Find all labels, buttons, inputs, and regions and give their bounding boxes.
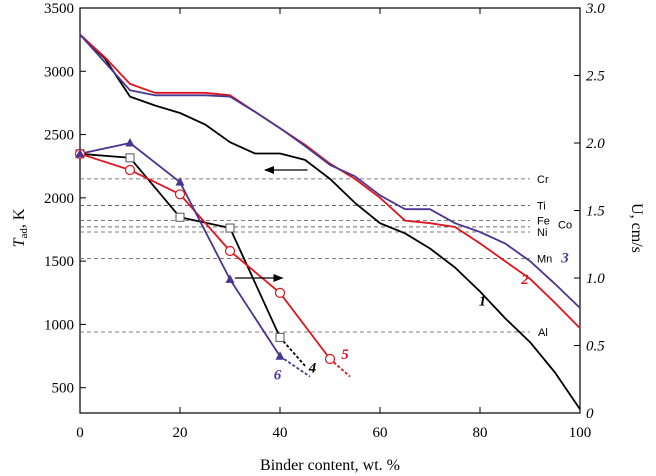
marker-circle-5 [324,353,336,365]
x-tick-label: 80 [473,425,488,441]
curve-label-3: 3 [560,250,569,266]
curve-label-2: 2 [520,272,529,288]
ref-label-ti: Ti [537,200,546,212]
curve-label-5: 5 [341,347,349,363]
curve-labels: 1 2 3 4 5 6 [274,250,570,383]
y-left-tick-label: 500 [52,381,75,397]
y-left-title-main: T [11,237,28,247]
y-right-tick-label: 2.5 [586,69,605,85]
x-tick-label: 40 [273,425,288,441]
y-left-tick-label: 1000 [44,317,74,333]
ref-label-co: Co [558,219,572,231]
marker-triangle-6 [225,274,235,283]
x-tick-label: 0 [76,425,84,441]
marker-square-4 [125,153,135,163]
marker-circle-5 [174,189,186,200]
ref-label-mn: Mn [537,254,552,266]
x-tick-label: 60 [373,425,388,441]
marker-square-4 [275,332,285,342]
ref-label-ni: Ni [537,227,547,239]
y-left-tick-label: 2000 [44,191,74,207]
y-right-tick-label: 1.0 [586,271,605,287]
marker-triangle-6 [175,177,185,186]
x-tick-label: 100 [569,425,592,441]
ref-label-fe: Fe [537,216,550,228]
axis-ticks: 0 20 40 60 80 1005001000150020002500300035000… [44,1,605,441]
marker-circle-5 [224,245,236,257]
y-left-title-unit: , K [11,208,28,228]
curve-label-6: 6 [274,367,282,383]
series-extension-6 [279,355,311,378]
y-left-tick-label: 3500 [44,1,74,17]
series-line-2 [79,33,581,329]
marker-triangle-6 [275,351,285,360]
series-line-5 [79,152,331,360]
y-right-axis-title: U, cm/s [628,203,645,253]
axis-arrows [235,166,308,282]
ref-label-al: Al [538,327,548,339]
y-right-tick-label: 3.0 [585,1,605,17]
y-right-tick-label: 0 [586,406,594,422]
y-left-tick-label: 1500 [44,254,74,270]
y-right-tick-label: 2.0 [586,136,605,152]
series-lines [79,33,581,410]
marker-square-4 [225,223,235,233]
marker-square-4 [175,212,185,222]
series-extension-5 [329,358,351,378]
y-left-tick-label: 2500 [44,128,74,144]
marker-circle-5 [274,287,286,298]
series-markers [74,138,336,365]
y-right-tick-label: 1.5 [586,204,605,220]
ref-label-cr: Cr [537,174,549,186]
marker-triangle-6 [75,148,85,158]
marker-triangle-6 [125,138,135,147]
series-line-6 [79,142,281,357]
series-line-1 [79,33,581,410]
series-line-3 [79,33,581,309]
y-left-title-sub: ad [18,228,30,239]
y-left-axis-title: Tad, K [11,208,30,247]
y-left-tick-label: 3000 [44,64,74,80]
marker-circle-5 [124,164,136,176]
reference-lines: Cr Ti Fe Co Ni Mn Al [80,174,572,339]
series-extension-4 [279,336,306,367]
x-axis-title: Binder content, wt. % [260,457,400,474]
plot-frame [79,7,581,414]
x-tick-label: 20 [173,425,188,441]
y-right-tick-label: 0.5 [586,339,605,355]
curve-label-1: 1 [479,293,487,309]
curve-label-4: 4 [308,361,317,377]
